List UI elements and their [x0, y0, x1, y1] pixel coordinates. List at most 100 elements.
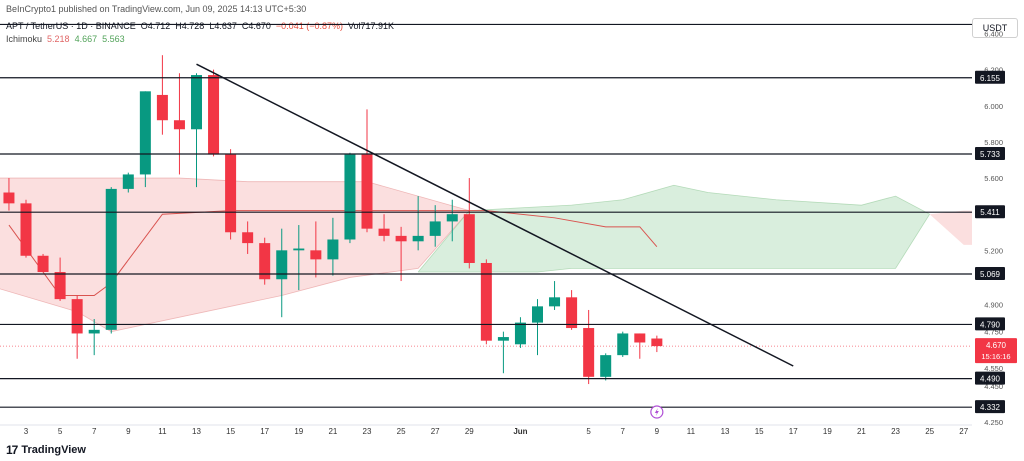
current-price-label-bg: [975, 338, 1017, 364]
time-axis-tick-20: 15: [755, 427, 764, 436]
price-axis-tick-3: 5.800: [984, 138, 1003, 147]
time-axis-tick-11: 25: [397, 427, 406, 436]
candle-body-38: [651, 338, 663, 347]
cloud-bull-upper-edge: [417, 184, 930, 273]
ohlc-high: H4.728: [175, 21, 205, 31]
candle-body-4: [71, 299, 83, 334]
time-axis-tick-19: 13: [721, 427, 730, 436]
symbol-label: APT / TetherUS · 1D · BINANCE: [6, 21, 136, 31]
time-axis-tick-15: 5: [586, 427, 591, 436]
candle-body-31: [532, 306, 543, 323]
time-axis-tick-5: 13: [192, 427, 201, 436]
level-label-3: 5.069: [980, 270, 1001, 279]
time-axis-tick-6: 15: [226, 427, 235, 436]
candle-body-29: [497, 337, 509, 341]
ichimoku-cloud-bull: [418, 185, 930, 273]
candle-body-15: [259, 243, 271, 280]
price-axis-tick-7: 4.900: [984, 301, 1003, 310]
time-axis-tick-3: 9: [126, 427, 131, 436]
candle-body-11: [191, 75, 202, 130]
ichimoku-value-1: 5.218: [47, 34, 70, 44]
currency-button[interactable]: USDT: [972, 18, 1018, 38]
candle-body-2: [37, 255, 49, 273]
candle-body-27: [463, 214, 475, 263]
level-label-bg-2: [975, 205, 1005, 219]
candle-body-28: [480, 262, 492, 341]
price-axis-tick-2: 6.000: [984, 102, 1003, 111]
level-label-bg-3: [975, 267, 1005, 281]
level-label-0: 6.155: [980, 74, 1001, 83]
ohlc-open: O4.712: [140, 21, 171, 31]
candle-body-22: [378, 228, 390, 236]
time-axis-tick-8: 19: [294, 427, 303, 436]
current-price-label: 4.670: [986, 341, 1007, 350]
candle-body-33: [566, 297, 578, 329]
time-axis-tick-25: 25: [925, 427, 934, 436]
price-axis-tick-6: 5.200: [984, 246, 1003, 255]
time-axis-tick-1: 5: [58, 427, 63, 436]
time-axis-tick-13: 29: [465, 427, 474, 436]
candle-body-35: [600, 355, 612, 377]
ichimoku-value-3: 5.563: [102, 34, 125, 44]
cloud-bull-lower-edge: [418, 213, 930, 273]
level-label-1: 5.733: [980, 150, 1001, 159]
time-axis-tick-16: 7: [621, 427, 626, 436]
ohlc-change: −0.041 (−0.87%): [275, 21, 343, 31]
candle-body-36: [617, 333, 629, 356]
candle-body-10: [173, 120, 185, 130]
cloud-bear-upper-edge: [0, 177, 470, 211]
price-axis-tick-0: 6.400: [984, 29, 1003, 38]
price-axis-tick-10: 4.450: [984, 382, 1003, 391]
level-label-2: 5.411: [980, 208, 1000, 217]
price-axis-tick-4: 5.600: [984, 174, 1003, 183]
price-axis-tick-8: 4.750: [984, 328, 1003, 337]
level-label-bg-5: [975, 371, 1005, 385]
ichimoku-value-2: 4.667: [74, 34, 98, 44]
candle-body-37: [634, 333, 646, 343]
time-axis-tick-12: 27: [431, 427, 440, 436]
tradingview-brand: TradingView: [21, 444, 86, 456]
candle-body-25: [429, 221, 441, 236]
candle-body-5: [88, 329, 100, 334]
time-axis-tick-17: 9: [655, 427, 660, 436]
time-axis-tick-14: Jun: [513, 427, 527, 436]
candle-body-26: [446, 214, 458, 222]
time-axis-tick-21: 17: [789, 427, 798, 436]
publish-info: BeInCrypto1 published on TradingView.com…: [6, 4, 307, 14]
level-label-bg-4: [975, 317, 1005, 331]
ohlc-low: L4.637: [209, 21, 237, 31]
candle-body-32: [549, 297, 561, 307]
candle-body-8: [139, 91, 151, 175]
trendline: [196, 63, 794, 367]
tradingview-logo-icon: 17: [6, 443, 18, 457]
level-label-6: 4.332: [980, 403, 1001, 412]
time-axis-tick-10: 23: [363, 427, 372, 436]
symbol-ohlc-legend: APT / TetherUS · 1D · BINANCE O4.712 H4.…: [6, 21, 394, 31]
time-axis-tick-18: 11: [687, 427, 696, 436]
candle-body-14: [242, 232, 254, 244]
candle-body-6: [105, 188, 117, 330]
candle-body-7: [122, 174, 134, 189]
time-axis-tick-23: 21: [857, 427, 866, 436]
candle-body-16: [276, 250, 288, 280]
candle-body-17: [293, 248, 305, 251]
price-axis-tick-9: 4.550: [984, 364, 1003, 373]
time-axis-tick-26: 27: [959, 427, 968, 436]
candle-body-12: [208, 75, 220, 155]
ichimoku-cloud-bear-future: [929, 210, 972, 245]
time-axis-tick-22: 19: [823, 427, 832, 436]
candle-body-34: [583, 328, 595, 377]
candle-body-13: [225, 154, 237, 233]
time-axis-tick-24: 23: [891, 427, 900, 436]
time-axis-tick-4: 11: [158, 427, 167, 436]
ichimoku-legend[interactable]: Ichimoku 5.218 4.667 5.563: [6, 34, 125, 44]
price-axis-tick-1: 6.200: [984, 66, 1003, 75]
candle-body-3: [54, 272, 66, 300]
tradingview-branding[interactable]: 17 TradingView: [6, 443, 86, 457]
level-label-bg-0: [975, 70, 1005, 84]
time-axis-tick-0: 3: [24, 427, 29, 436]
ohlc-close: C4.670: [241, 21, 271, 31]
level-label-4: 4.790: [980, 320, 1001, 329]
level-label-bg-1: [975, 147, 1005, 161]
